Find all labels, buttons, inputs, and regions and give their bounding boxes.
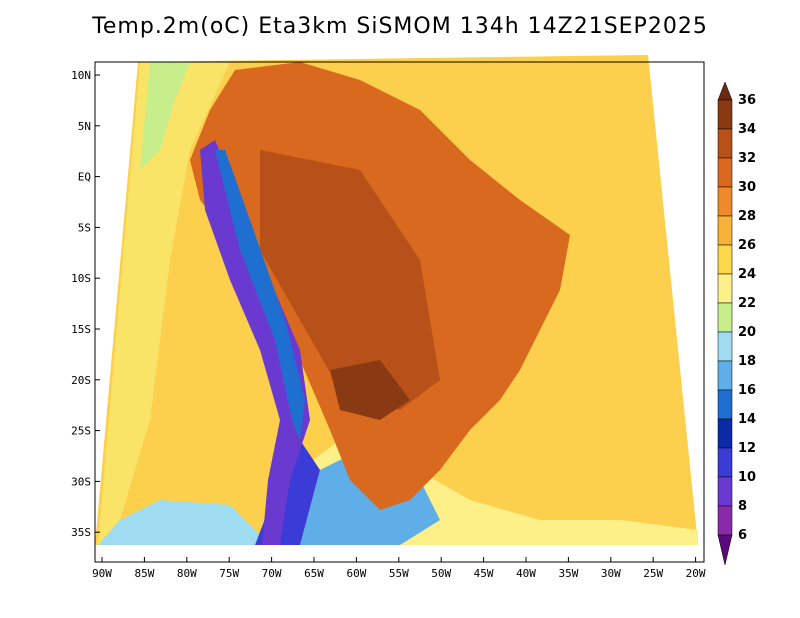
colorbar-label: 34 [738,122,756,137]
colorbar-label: 28 [738,209,756,224]
colorbar-segment [717,360,733,391]
colorbar-label: 10 [738,470,756,485]
lon-label: 60W [346,567,366,580]
colorbar-label: 26 [738,238,756,253]
colorbar-label: 18 [738,354,756,369]
lat-label: 5N [78,120,91,133]
lat-label: 35S [71,526,91,539]
lon-label: 75W [219,567,239,580]
lon-label: 30W [601,567,621,580]
lon-label: 45W [474,567,494,580]
colorbar-bottom-arrow [717,534,733,566]
colorbar-segment [717,186,733,217]
colorbar-segment [717,302,733,333]
colorbar-segment [717,331,733,362]
lon-label: 25W [643,567,663,580]
colorbar-segment [717,99,733,130]
lat-label: 25S [71,425,91,438]
colorbar-label: 14 [738,412,756,427]
colorbar-segment [717,418,733,449]
colorbar-label: 30 [738,180,756,195]
colorbar-segment [717,215,733,246]
lon-label: 70W [262,567,282,580]
lon-label: 35W [558,567,578,580]
map-title: Temp.2m(oC) Eta3km SiSMOM 134h 14Z21SEP2… [92,14,708,39]
colorbar-label: 20 [738,325,756,340]
lon-label: 20W [686,567,706,580]
colorbar-segment [717,128,733,159]
colorbar-label: 6 [738,528,747,543]
colorbar-label: 8 [738,499,747,514]
lon-label: 65W [304,567,324,580]
colorbar-label: 32 [738,151,756,166]
lon-label: 80W [177,567,197,580]
lat-label: EQ [78,171,91,184]
lat-label: 10N [71,69,91,82]
colorbar-segment [717,157,733,188]
lon-label: 85W [134,567,154,580]
colorbar-label: 22 [738,296,756,311]
colorbar-segment [717,476,733,507]
lat-label: 30S [71,475,91,488]
colorbar-label: 24 [738,267,756,282]
colorbar-segment [717,389,733,420]
lat-label: 5S [78,221,91,234]
colorbar-segment [717,447,733,478]
lat-label: 20S [71,374,91,387]
colorbar-segment [717,244,733,275]
colorbar-segment [717,273,733,304]
colorbar-segment [717,505,733,536]
lon-label: 90W [92,567,112,580]
lon-label: 40W [516,567,536,580]
colorbar: 36 34 32 30 28 26 24 22 20 18 16 14 12 10 8 6 [717,81,756,566]
colorbar-label: 16 [738,383,756,398]
colorbar-label: 36 [738,93,756,108]
lon-label: 50W [431,567,451,580]
map-frame [94,61,705,563]
map-field [95,55,698,562]
lat-label: 10S [71,272,91,285]
colorbar-top-arrow [717,81,733,101]
longitude-axis: 90W 85W 80W 75W 70W 65W 60W 55W 50W 45W 40W 35W 30W 2… [92,557,706,580]
lat-label: 15S [71,323,91,336]
latitude-axis: 10N 5N EQ 5S 10S 15S 20S 25S 30S 35S [71,69,100,539]
colorbar-label: 12 [738,441,756,456]
lon-label: 55W [389,567,409,580]
